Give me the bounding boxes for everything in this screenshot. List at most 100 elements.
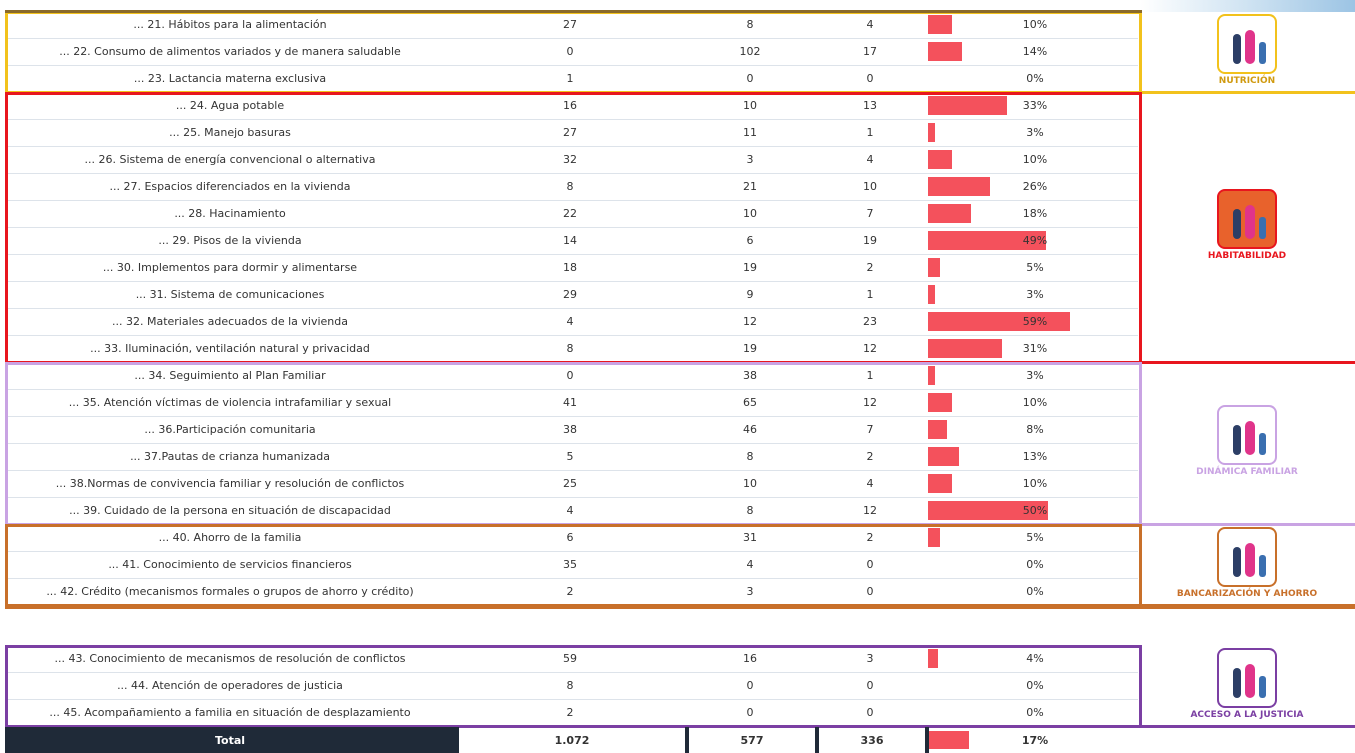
value-cell: 8 — [685, 497, 815, 524]
pct-bar — [928, 420, 947, 439]
pct-label: 17% — [990, 727, 1080, 753]
value-cell: 0 — [815, 672, 925, 699]
value-cell: 2 — [455, 578, 685, 605]
pct-label: 59% — [990, 308, 1080, 335]
row-label: ... 38.Normas de convivencia familiar y … — [5, 470, 455, 497]
row-label: ... 35. Atención víctimas de violencia i… — [5, 389, 455, 416]
value-cell: 19 — [685, 254, 815, 281]
group-icon — [1217, 527, 1277, 587]
pct-bar — [928, 366, 935, 385]
value-cell: 0 — [455, 38, 685, 65]
row-label: ... 34. Seguimiento al Plan Familiar — [5, 362, 455, 389]
value-cell: 0 — [815, 699, 925, 726]
row-label: ... 27. Espacios diferenciados en la viv… — [5, 173, 455, 200]
pct-label: 0% — [990, 578, 1080, 605]
pct-bar — [928, 285, 935, 304]
value-cell: 4 — [815, 146, 925, 173]
value-cell: 4 — [685, 551, 815, 578]
value-cell: 18 — [455, 254, 685, 281]
value-cell: 8 — [685, 443, 815, 470]
value-cell: 3 — [815, 645, 925, 672]
value-cell: 8 — [455, 173, 685, 200]
value-cell: 2 — [815, 443, 925, 470]
value-cell: 31 — [685, 524, 815, 551]
value-cell: 23 — [815, 308, 925, 335]
value-cell: 8 — [455, 672, 685, 699]
value-cell: 12 — [815, 497, 925, 524]
pct-label: 10% — [990, 470, 1080, 497]
row-label: ... 32. Materiales adecuados de la vivie… — [5, 308, 455, 335]
row-label: ... 21. Hábitos para la alimentación — [5, 11, 455, 38]
row-label: ... 44. Atención de operadores de justic… — [5, 672, 455, 699]
pct-label: 14% — [990, 38, 1080, 65]
value-cell: 10 — [815, 173, 925, 200]
value-cell: 0 — [455, 362, 685, 389]
header-strip — [1140, 0, 1355, 12]
row-label: ... 33. Iluminación, ventilación natural… — [5, 335, 455, 362]
group-icon — [1217, 14, 1277, 74]
top-line — [5, 10, 1142, 13]
group-icon — [1217, 189, 1277, 249]
value-cell: 8 — [455, 335, 685, 362]
value-cell: 4 — [455, 308, 685, 335]
value-cell: 0 — [815, 578, 925, 605]
value-cell: 1 — [815, 119, 925, 146]
value-cell: 65 — [685, 389, 815, 416]
value-cell: 4 — [815, 11, 925, 38]
pct-label: 33% — [990, 92, 1080, 119]
pct-bar — [928, 177, 990, 196]
pct-label: 5% — [990, 254, 1080, 281]
pct-label: 3% — [990, 281, 1080, 308]
pct-bar — [928, 731, 969, 749]
pct-label: 50% — [990, 497, 1080, 524]
pct-label: 26% — [990, 173, 1080, 200]
value-cell: 21 — [685, 173, 815, 200]
row-label: ... 26. Sistema de energía convencional … — [5, 146, 455, 173]
value-cell: 6 — [455, 524, 685, 551]
bottom-line — [5, 606, 1355, 609]
pct-label: 0% — [990, 672, 1080, 699]
value-cell: 0 — [815, 551, 925, 578]
value-cell: 41 — [455, 389, 685, 416]
value-cell: 1 — [455, 65, 685, 92]
pct-label: 0% — [990, 699, 1080, 726]
value-cell: 10 — [685, 200, 815, 227]
value-cell: 22 — [455, 200, 685, 227]
value-cell: 12 — [815, 335, 925, 362]
value-cell: 0 — [685, 699, 815, 726]
row-label: ... 43. Conocimiento de mecanismos de re… — [5, 645, 455, 672]
value-cell: 12 — [685, 308, 815, 335]
pct-label: 49% — [990, 227, 1080, 254]
group-icon — [1217, 648, 1277, 708]
value-cell: 16 — [455, 92, 685, 119]
row-label: ... 41. Conocimiento de servicios financ… — [5, 551, 455, 578]
pct-label: 8% — [990, 416, 1080, 443]
group-label: NUTRICIÓN — [1172, 76, 1322, 86]
pct-label: 13% — [990, 443, 1080, 470]
group-line — [1140, 361, 1355, 364]
value-cell: 25 — [455, 470, 685, 497]
value-cell: 0 — [815, 65, 925, 92]
pct-label: 10% — [990, 146, 1080, 173]
value-cell: 17 — [815, 38, 925, 65]
group-line — [1140, 523, 1355, 526]
value-cell: 5 — [455, 443, 685, 470]
value-cell: 10 — [685, 470, 815, 497]
group-icon — [1217, 405, 1277, 465]
value-cell: 35 — [455, 551, 685, 578]
value-cell: 102 — [685, 38, 815, 65]
group-label: ACCESO A LA JUSTICIA — [1172, 710, 1322, 720]
value-cell: 46 — [685, 416, 815, 443]
pct-bar — [928, 649, 938, 668]
value-cell: 14 — [455, 227, 685, 254]
row-label: ... 37.Pautas de crianza humanizada — [5, 443, 455, 470]
value-cell: 27 — [455, 11, 685, 38]
value-cell: 12 — [815, 389, 925, 416]
pct-label: 4% — [990, 645, 1080, 672]
value-cell: 0 — [685, 65, 815, 92]
value-cell: 1.072 — [455, 727, 685, 753]
group-label: DINÁMICA FAMILIAR — [1172, 467, 1322, 477]
value-cell: 4 — [815, 470, 925, 497]
row-label: ... 25. Manejo basuras — [5, 119, 455, 146]
value-cell: 577 — [685, 727, 815, 753]
